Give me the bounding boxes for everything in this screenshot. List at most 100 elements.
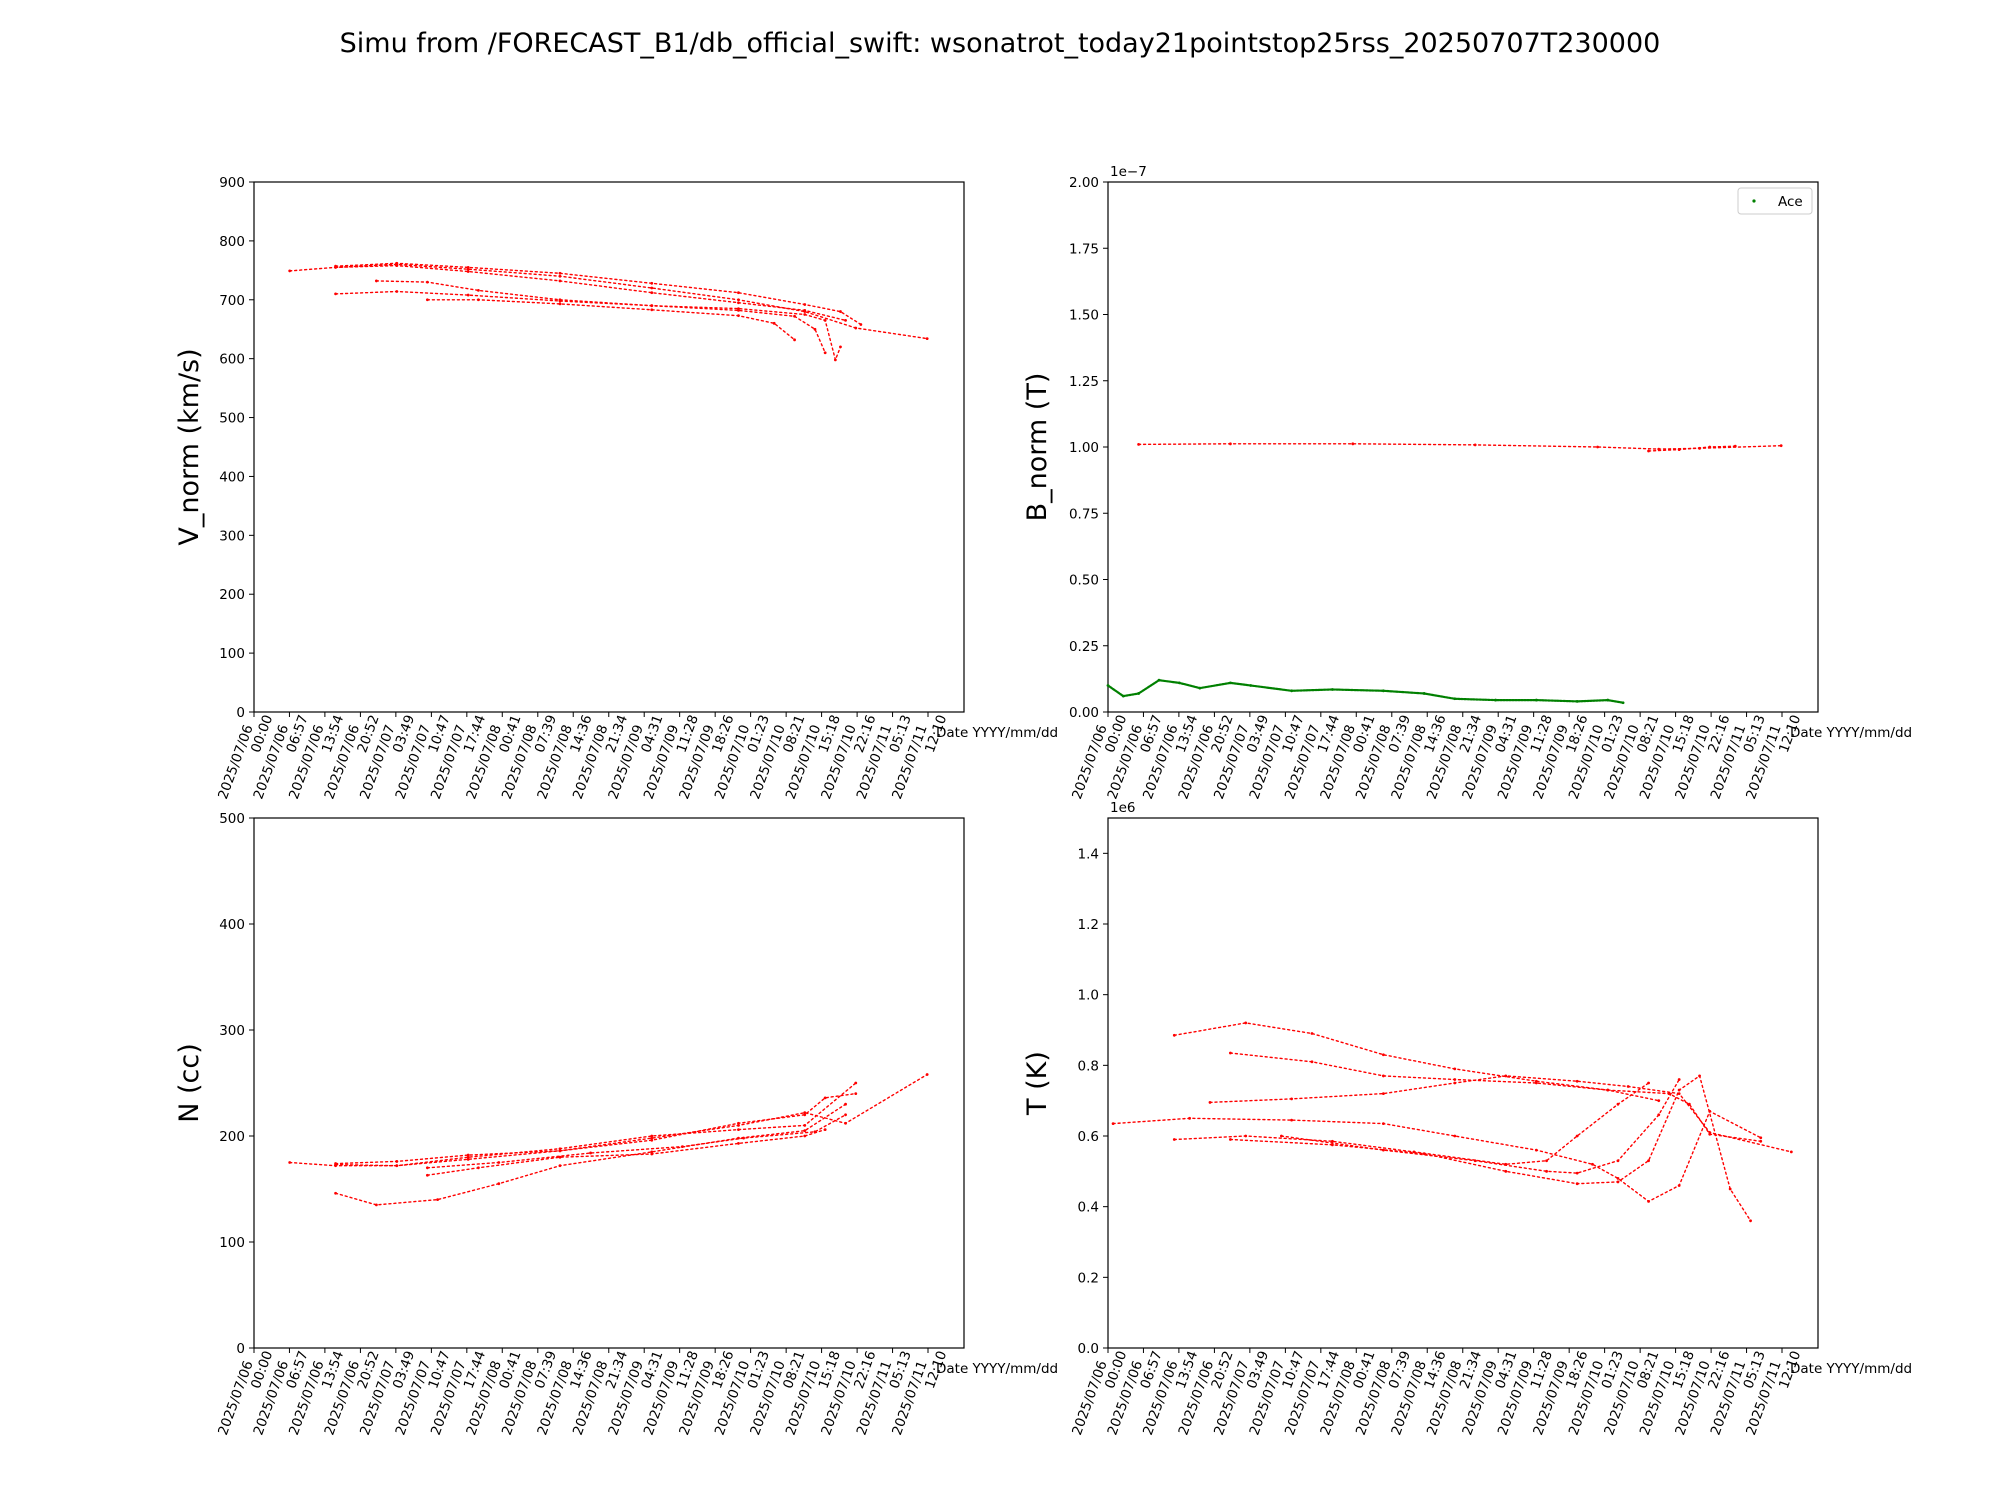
simulation-point [793,338,796,342]
simulation-point [859,323,863,326]
simulation-point [1759,1139,1763,1143]
chart-n: 01002003004005002025/07/0600:002025/07/0… [174,811,1058,1437]
simulation-point [803,308,807,312]
ace-point [1198,686,1202,690]
simulation-point [334,1163,337,1167]
simulation-point [1330,1143,1334,1147]
simulation-point [1137,442,1140,446]
y-tick-label: 400 [219,469,245,485]
simulation-point [854,326,858,330]
axes-frame [1107,181,1819,713]
simulation-point [1244,1021,1248,1025]
simulation-point [1759,1136,1763,1140]
y-axis-label: N (cc) [174,1043,205,1123]
simulation-point [334,1191,337,1195]
simulation-point [1728,1187,1732,1191]
simulation-point [1647,449,1650,453]
simulation-point [476,1166,480,1170]
simulation-point [466,1153,470,1157]
simulation-point [1575,1134,1579,1138]
simulation-point [737,298,740,302]
series-simulation-line [375,280,842,363]
simulation-point [823,1128,827,1132]
ace-point [1330,688,1334,691]
simulation-point [1453,1078,1457,1081]
simulation-point [425,1166,429,1170]
y-axis-multiplier: 1e6 [1110,800,1135,816]
simulation-point [1657,1099,1661,1103]
ace-point [1621,701,1625,705]
series-simulation-line [1173,1022,1660,1102]
simulation-point [650,281,654,285]
simulation-point [650,1134,654,1138]
y-tick-label: 1.4 [1078,846,1099,862]
simulation-point [650,1152,654,1156]
simulation-point [558,271,562,275]
y-axis-label: T (K) [1022,1051,1053,1116]
legend-marker [1752,199,1756,203]
series-simulation-line [1280,1078,1680,1174]
simulation-point [813,1130,817,1134]
simulation-point [1647,1159,1650,1163]
y-tick-label: 100 [219,1235,245,1251]
simulation-point [1657,1113,1661,1117]
simulation-point [844,1102,847,1106]
simulation-point [1279,1134,1283,1138]
simulation-point [813,327,817,331]
simulation-point [793,314,796,318]
ace-point [1106,684,1110,687]
simulation-point [1545,1169,1548,1173]
simulation-point [1228,442,1232,446]
y-tick-label: 1.00 [1069,440,1099,456]
simulation-point [844,1113,847,1117]
y-tick-label: 1.2 [1078,917,1099,933]
series-simulation-line [334,1082,857,1167]
y-tick-label: 0.4 [1078,1200,1099,1216]
series-simulation-line [1137,443,1782,450]
simulation-point [334,265,337,269]
simulation-point [844,318,847,322]
simulation-point [476,288,480,292]
simulation-point [737,1128,740,1132]
ace-point [1381,689,1385,693]
simulation-point [737,291,740,295]
simulation-point [1381,1092,1385,1095]
chart-panels: 01002003004005006007008009002025/07/0600… [174,164,1912,1437]
simulation-point [772,321,776,325]
y-axis-label: V_norm (km/s) [174,348,205,545]
ace-point [1177,681,1181,685]
simulation-point [1351,442,1355,446]
simulation-point [1626,1085,1630,1088]
chart-t: 0.00.20.40.60.81.01.21.42025/07/0600:002… [1022,800,1912,1437]
y-tick-label: 0.2 [1078,1270,1099,1286]
simulation-point [1381,1074,1385,1078]
simulation-point [1228,1138,1232,1141]
simulation-point [737,1124,740,1127]
simulation-point [334,292,337,296]
ace-point [1290,689,1293,693]
simulation-point [1310,1060,1314,1064]
simulation-point [425,1173,429,1177]
y-axis-multiplier: 1e−7 [1110,164,1147,180]
simulation-point [925,1073,929,1076]
legend: Ace [1737,187,1813,215]
simulation-point [374,279,378,283]
legend-label: Ace [1778,194,1803,210]
y-tick-label: 1.50 [1069,308,1099,324]
y-tick-label: 400 [219,917,245,933]
simulation-point [395,264,399,268]
simulation-point [1698,1074,1701,1078]
y-tick-label: 500 [219,411,245,427]
ace-point [1121,694,1125,698]
simulation-point [1188,1116,1191,1120]
simulation-point [1534,1081,1538,1085]
simulation-point [1244,1134,1248,1138]
ace-point [1606,698,1610,702]
axes-frame [253,181,965,713]
series-simulation-line [334,1092,857,1165]
simulation-point [1677,448,1681,452]
simulation-point [742,1136,745,1140]
simulation-point [1290,1118,1293,1122]
y-tick-label: 900 [219,175,245,191]
